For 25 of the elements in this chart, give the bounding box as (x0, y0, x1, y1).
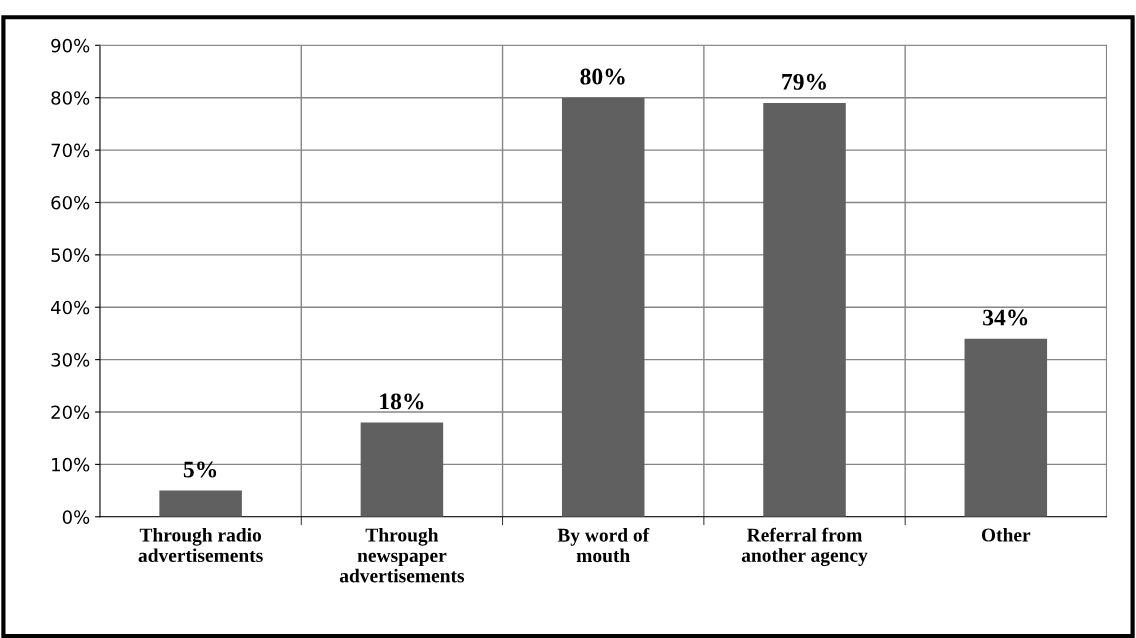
data-label: 79% (782, 73, 826, 90)
x-tick-label: Other (981, 527, 1031, 542)
y-tick-label: 90% (51, 38, 90, 53)
bar (964, 338, 1048, 517)
x-tick-label: By word of mouth (557, 527, 650, 563)
x-tick-label: Through newspaper advertisements (339, 527, 465, 583)
bar (360, 422, 444, 517)
x-tick-label: Referral from another agency (741, 527, 868, 567)
data-label: 18% (380, 393, 424, 410)
bar (561, 97, 645, 517)
y-tick-label: 70% (51, 143, 90, 158)
y-tick-label: 60% (51, 195, 90, 210)
data-label: 80% (580, 68, 625, 85)
y-tick-label: 80% (51, 91, 90, 105)
x-tick-label: Through radio advertisements (138, 527, 263, 563)
y-tick-label: 40% (51, 300, 90, 315)
y-tick-label: 0% (62, 510, 90, 524)
y-tick-label: 50% (51, 248, 90, 262)
bar (159, 490, 242, 517)
y-tick-label: 20% (51, 405, 90, 420)
y-tick-label: 30% (51, 353, 90, 367)
bar (763, 102, 846, 517)
data-label: 34% (983, 309, 1028, 326)
data-label: 5% (183, 461, 217, 478)
y-tick-label: 10% (52, 457, 90, 472)
